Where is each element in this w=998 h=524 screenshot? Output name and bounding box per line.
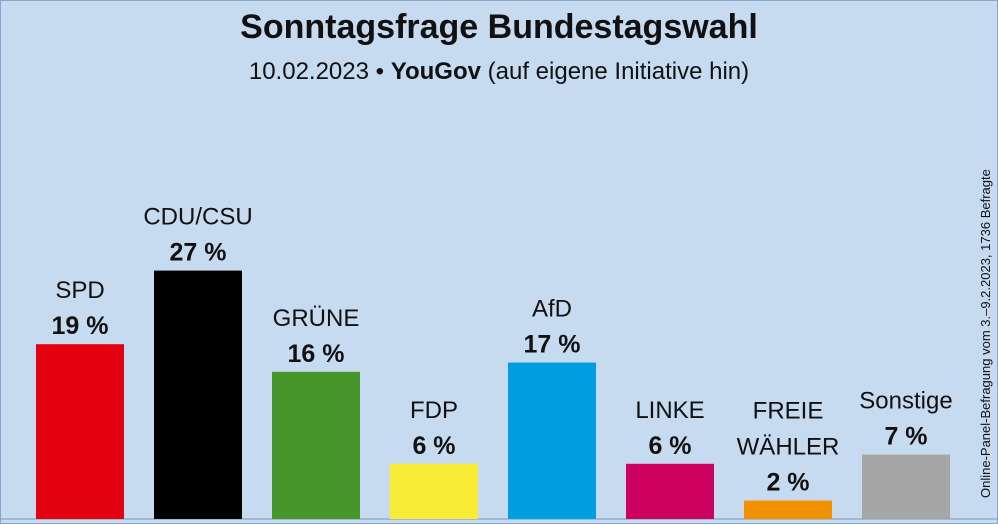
- bar-fdp: [390, 463, 478, 519]
- category-label-afd: AfD: [532, 296, 572, 323]
- value-label-fdp: 6 %: [412, 432, 455, 460]
- category-label-spd: SPD: [55, 277, 104, 304]
- category-label-sonstige: Sonstige: [859, 388, 952, 415]
- category-label-gr-ne: GRÜNE: [273, 305, 360, 332]
- value-label-cdu-csu: 27 %: [170, 239, 227, 267]
- bar-gr-ne: [272, 371, 360, 519]
- bar-cdu-csu: [154, 270, 242, 519]
- category-label-fdp: FDP: [410, 397, 458, 424]
- category-label-linke: LINKE: [635, 397, 704, 424]
- bullet-separator: •: [375, 58, 385, 85]
- category-label-freie-w-hler-line2: WÄHLER: [737, 434, 840, 461]
- chart-subtitle: 10.02.2023 • YouGov (auf eigene Initiati…: [0, 58, 998, 86]
- pollster-name: YouGov: [390, 58, 481, 85]
- poll-note: (auf eigene Initiative hin): [487, 58, 750, 85]
- bar-linke: [626, 463, 714, 519]
- value-label-linke: 6 %: [648, 432, 691, 460]
- bar-freie-w-hler: [744, 500, 832, 519]
- poll-date: 10.02.2023: [248, 58, 369, 85]
- bar-spd: [36, 344, 124, 519]
- bar-sonstige: [862, 454, 950, 519]
- value-label-freie-w-hler: 2 %: [766, 469, 809, 497]
- value-label-gr-ne: 16 %: [288, 340, 345, 368]
- category-label-cdu-csu: CDU/CSU: [143, 204, 252, 231]
- bar-afd: [508, 362, 596, 519]
- value-label-sonstige: 7 %: [884, 423, 927, 451]
- category-label-freie-w-hler-line1: FREIE: [753, 398, 824, 425]
- chart-title: Sonntagsfrage Bundestagswahl: [240, 8, 758, 46]
- value-label-spd: 19 %: [52, 312, 109, 340]
- value-label-afd: 17 %: [524, 331, 581, 359]
